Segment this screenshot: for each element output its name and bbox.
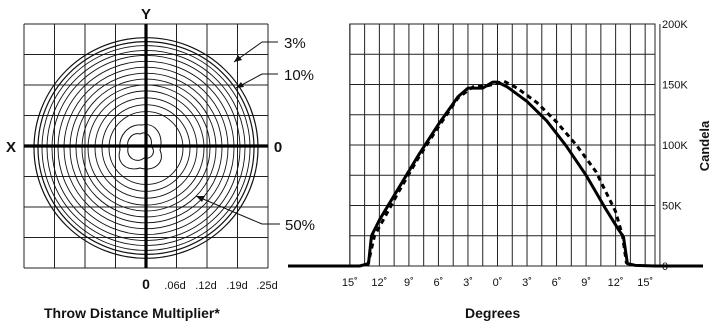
contour-inner-ring [118,124,162,170]
candela-x-tick-label: 3˚ [463,277,473,289]
candela-chart: 15˚ 12˚ 9˚ 6˚ 3˚ 0˚ 3˚ 6˚ 9˚ 12˚ 15˚ 050K100K150K2… [288,19,712,289]
candela-x-tick-label: 15˚ [637,277,653,289]
candela-x-tick-label: 12˚ [608,277,624,289]
candela-y-tick-label: 50K [662,201,682,213]
annotation-50pct-label: 50% [285,217,315,234]
candela-plot-border [349,23,656,267]
candela-x-tick-label: 9˚ [404,277,414,289]
annotation-10pct-label: 10% [284,67,314,84]
scale-tick-4: .25d [256,280,277,292]
contour-chart: Y X 0 0 .06d .12d .19d .25d 3% 10% 50% [6,6,315,292]
scale-tick-0: 0 [142,276,150,292]
candela-x-tick-label: 6˚ [434,277,444,289]
annotation-3pct-label: 3% [284,35,306,52]
candela-y-tick-label: 200K [662,19,688,31]
contour-x-label: X [6,139,16,156]
candela-x-tick-label: 0˚ [493,277,503,289]
annotation-3pct: 3% [233,35,306,63]
scale-tick-3: .19d [226,280,247,292]
contour-x-origin-label: 0 [274,139,282,156]
contour-y-label: Y [141,6,151,23]
scale-tick-2: .12d [195,280,216,292]
annotation-50pct: 50% [195,195,315,234]
series-dashed-line [366,79,628,267]
candela-x-tick-label: 15˚ [342,277,358,289]
annotation-10pct: 10% [235,67,314,89]
candela-grid [349,23,661,267]
candela-x-tick-label: 3˚ [522,277,532,289]
candela-x-ticks: 15˚ 12˚ 9˚ 6˚ 3˚ 0˚ 3˚ 6˚ 9˚ 12˚ 15˚ [342,277,653,289]
candela-x-tick-label: 6˚ [552,277,562,289]
candela-y-tick-label: 100K [662,140,688,152]
scale-tick-1: .06d [164,280,185,292]
candela-x-tick-label: 12˚ [371,277,387,289]
contour-x-title: Throw Distance Multiplier* [44,305,220,321]
candela-y-tick-label: 150K [662,80,688,92]
candela-y-title: Candela [697,120,712,171]
candela-x-title: Degrees [465,305,521,321]
candela-x-tick-label: 9˚ [581,277,591,289]
